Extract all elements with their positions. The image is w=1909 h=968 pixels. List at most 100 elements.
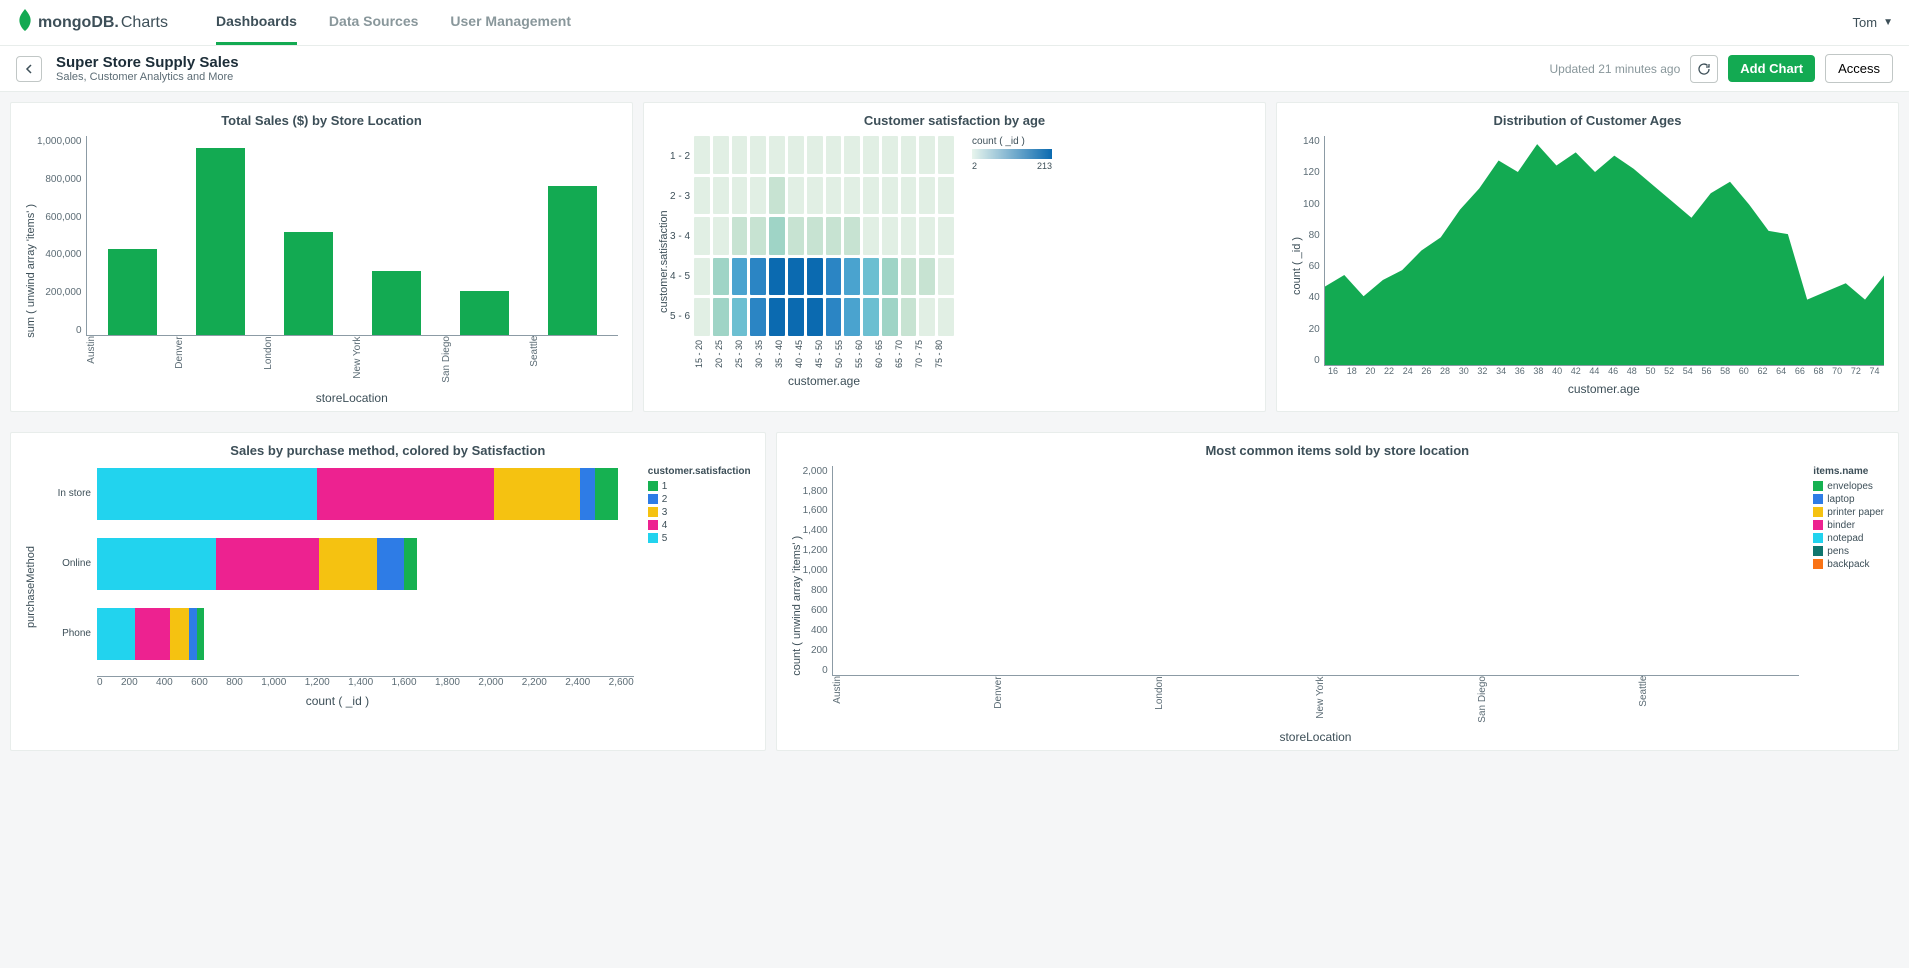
chart-total-sales[interactable]: Total Sales ($) by Store Location sum ( … xyxy=(10,102,633,412)
chart-title: Customer satisfaction by age xyxy=(658,113,1251,128)
heat-cell xyxy=(882,258,898,296)
heat-cell xyxy=(863,217,879,255)
nav-tab-dashboards[interactable]: Dashboards xyxy=(216,0,297,45)
heat-cell xyxy=(788,298,804,336)
refresh-button[interactable] xyxy=(1690,55,1718,83)
x-ticks: 15 - 2020 - 2525 - 3030 - 3535 - 4040 - … xyxy=(694,340,954,368)
heat-cell xyxy=(750,217,766,255)
heat-cell xyxy=(807,298,823,336)
heat-cell xyxy=(769,136,785,174)
chart-title: Sales by purchase method, colored by Sat… xyxy=(25,443,751,458)
heat-cell xyxy=(732,258,748,296)
bar xyxy=(372,271,421,335)
y-ticks: 2,0001,8001,6001,4001,2001,0008006004002… xyxy=(803,466,832,676)
bar xyxy=(460,291,509,335)
y-ticks: 1 - 22 - 33 - 44 - 55 - 6 xyxy=(670,136,694,336)
y-ticks: 140120100806040200 xyxy=(1303,136,1324,366)
heat-cell xyxy=(882,298,898,336)
nav-tab-user-management[interactable]: User Management xyxy=(450,0,571,45)
heat-cell xyxy=(844,217,860,255)
stacked-row: Online xyxy=(41,536,634,592)
heatmap-legend: count ( _id ) 2 213 xyxy=(972,136,1052,388)
chart-age-distribution[interactable]: Distribution of Customer Ages count ( _i… xyxy=(1276,102,1899,412)
nav-tab-data-sources[interactable]: Data Sources xyxy=(329,0,418,45)
mongo-leaf-icon xyxy=(16,9,34,37)
heat-cell xyxy=(732,177,748,215)
area-plot xyxy=(1324,136,1884,366)
heat-cell xyxy=(826,217,842,255)
chart-title: Total Sales ($) by Store Location xyxy=(25,113,618,128)
legend-item: 4 xyxy=(648,520,751,531)
legend-item: 1 xyxy=(648,481,751,492)
heat-cell xyxy=(882,217,898,255)
legend-item: laptop xyxy=(1813,494,1884,505)
legend: customer.satisfaction 12345 xyxy=(648,466,751,708)
chart-purchase-method[interactable]: Sales by purchase method, colored by Sat… xyxy=(10,432,766,752)
legend-item: 2 xyxy=(648,494,751,505)
legend-max: 213 xyxy=(1037,161,1052,171)
legend-gradient xyxy=(972,149,1052,159)
heat-cell xyxy=(788,177,804,215)
stacked-row: Phone xyxy=(41,606,634,662)
legend: items.name envelopeslaptopprinter paperb… xyxy=(1813,466,1884,745)
heat-cell xyxy=(769,177,785,215)
grouped-bar-plot xyxy=(832,466,1800,676)
legend-item: envelopes xyxy=(1813,481,1884,492)
y-axis-label: purchaseMethod xyxy=(25,466,37,708)
heat-cell xyxy=(694,298,710,336)
x-ticks: 02004006008001,0001,2001,4001,6001,8002,… xyxy=(97,677,634,688)
x-axis-label: count ( _id ) xyxy=(41,694,634,708)
heat-cell xyxy=(844,258,860,296)
heat-cell xyxy=(938,177,954,215)
heat-cell xyxy=(713,258,729,296)
legend-item: pens xyxy=(1813,546,1884,557)
legend-item: 5 xyxy=(648,533,751,544)
logo[interactable]: mongoDB.Charts xyxy=(16,9,168,37)
access-button[interactable]: Access xyxy=(1825,54,1893,83)
heat-cell xyxy=(901,298,917,336)
bar-plot xyxy=(86,136,619,336)
legend-title: count ( _id ) xyxy=(972,136,1052,147)
heat-cell xyxy=(938,217,954,255)
heat-cell xyxy=(750,298,766,336)
heat-cell xyxy=(938,136,954,174)
heat-cell xyxy=(807,258,823,296)
heat-cell xyxy=(901,258,917,296)
heat-cell xyxy=(919,258,935,296)
heat-cell xyxy=(919,136,935,174)
heat-cell xyxy=(694,258,710,296)
back-button[interactable] xyxy=(16,56,42,82)
heat-cell xyxy=(732,217,748,255)
stacked-row: In store xyxy=(41,466,634,522)
heat-cell xyxy=(901,136,917,174)
nav-tabs: Dashboards Data Sources User Management xyxy=(216,0,571,45)
legend-title: items.name xyxy=(1813,466,1884,477)
chart-items-by-location[interactable]: Most common items sold by store location… xyxy=(776,432,1899,752)
heat-cell xyxy=(807,177,823,215)
heat-cell xyxy=(863,177,879,215)
chart-satisfaction-heatmap[interactable]: Customer satisfaction by age customer.sa… xyxy=(643,102,1266,412)
heat-cell xyxy=(863,258,879,296)
x-ticks: AustinDenverLondonNew YorkSan DiegoSeatt… xyxy=(832,676,1800,725)
heat-cell xyxy=(938,298,954,336)
x-axis-label: storeLocation xyxy=(86,391,619,405)
stacked-bars: In store Online Phone xyxy=(41,466,634,662)
bar xyxy=(108,249,157,335)
x-axis-label: customer.age xyxy=(1324,382,1884,396)
heat-cell xyxy=(769,298,785,336)
add-chart-button[interactable]: Add Chart xyxy=(1728,55,1815,82)
heat-cell xyxy=(807,217,823,255)
dashboard-title: Super Store Supply Sales xyxy=(56,54,239,71)
legend-item: notepad xyxy=(1813,533,1884,544)
heat-cell xyxy=(901,177,917,215)
heat-cell xyxy=(882,177,898,215)
heat-cell xyxy=(788,258,804,296)
heat-cell xyxy=(826,258,842,296)
legend-min: 2 xyxy=(972,161,977,171)
logo-text: mongoDB.Charts xyxy=(38,14,168,32)
user-menu[interactable]: Tom ▼ xyxy=(1853,15,1893,30)
heat-cell xyxy=(882,136,898,174)
y-axis-label: count ( unwind array 'items' ) xyxy=(791,466,803,745)
heat-cell xyxy=(769,258,785,296)
bar xyxy=(284,232,333,335)
